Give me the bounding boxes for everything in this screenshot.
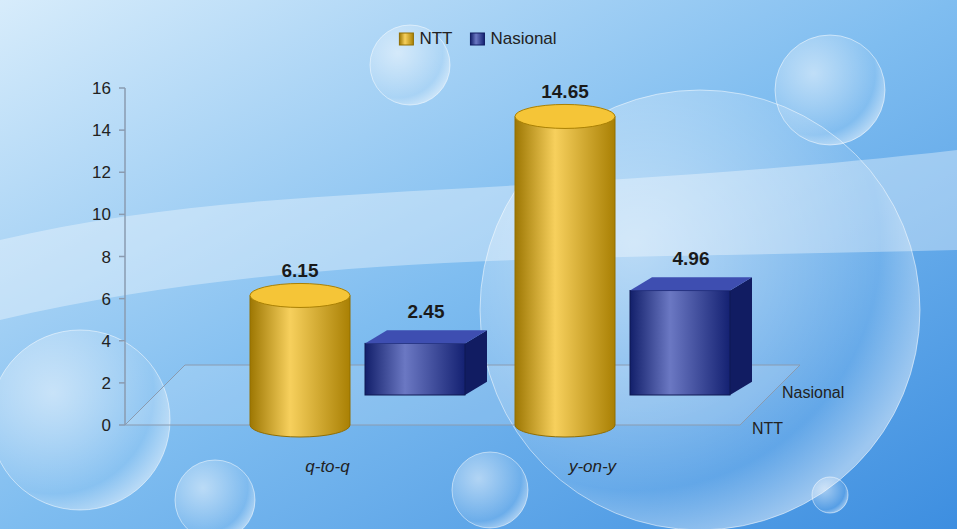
- y-tick-label: 16: [92, 79, 111, 98]
- data-label: 6.15: [282, 260, 319, 281]
- depth-label: Nasional: [782, 384, 844, 401]
- depth-label: NTT: [752, 420, 783, 437]
- data-label: 2.45: [408, 301, 445, 322]
- legend: NTT Nasional: [399, 29, 556, 48]
- legend-swatch: [470, 33, 484, 45]
- bar: [250, 295, 350, 437]
- y-tick: [119, 172, 125, 174]
- bar-top: [515, 104, 615, 128]
- y-tick-label: 10: [92, 205, 111, 224]
- bar-top: [365, 330, 487, 343]
- y-tick: [119, 340, 125, 342]
- bar-top: [250, 283, 350, 307]
- y-tick: [119, 298, 125, 300]
- bubble: [175, 460, 255, 529]
- bubble: [480, 90, 920, 529]
- bubble: [812, 477, 848, 513]
- marks: [250, 104, 752, 437]
- y-tick-label: 12: [92, 163, 111, 182]
- y-tick: [119, 256, 125, 258]
- y-tick: [119, 129, 125, 131]
- data-label: 4.96: [673, 248, 710, 269]
- legend-swatch: [399, 33, 413, 45]
- y-tick-label: 6: [102, 290, 111, 309]
- chart: 0 2 4 6 8 10 12 14 16 2.45 4.96 6.15 14.65 q-to-q y-on…: [0, 0, 957, 529]
- bar-top: [630, 277, 752, 290]
- y-tick: [119, 87, 125, 89]
- y-tick: [119, 214, 125, 216]
- y-tick-label: 8: [102, 248, 111, 267]
- bar: [630, 291, 730, 395]
- bubble: [452, 452, 528, 528]
- y-tick-label: 14: [92, 121, 111, 140]
- legend-label: NTT: [419, 29, 452, 48]
- bar: [515, 116, 615, 437]
- y-tick-label: 4: [102, 332, 111, 351]
- x-tick-label: q-to-q: [305, 457, 350, 476]
- y-tick: [119, 382, 125, 384]
- y-tick: [119, 424, 125, 426]
- bar: [365, 343, 465, 395]
- data-label: 14.65: [541, 81, 589, 102]
- x-tick-label: y-on-y: [568, 457, 618, 476]
- y-tick-label: 0: [102, 416, 111, 435]
- legend-label: Nasional: [490, 29, 556, 48]
- y-tick-label: 2: [102, 374, 111, 393]
- bar-side: [730, 277, 752, 395]
